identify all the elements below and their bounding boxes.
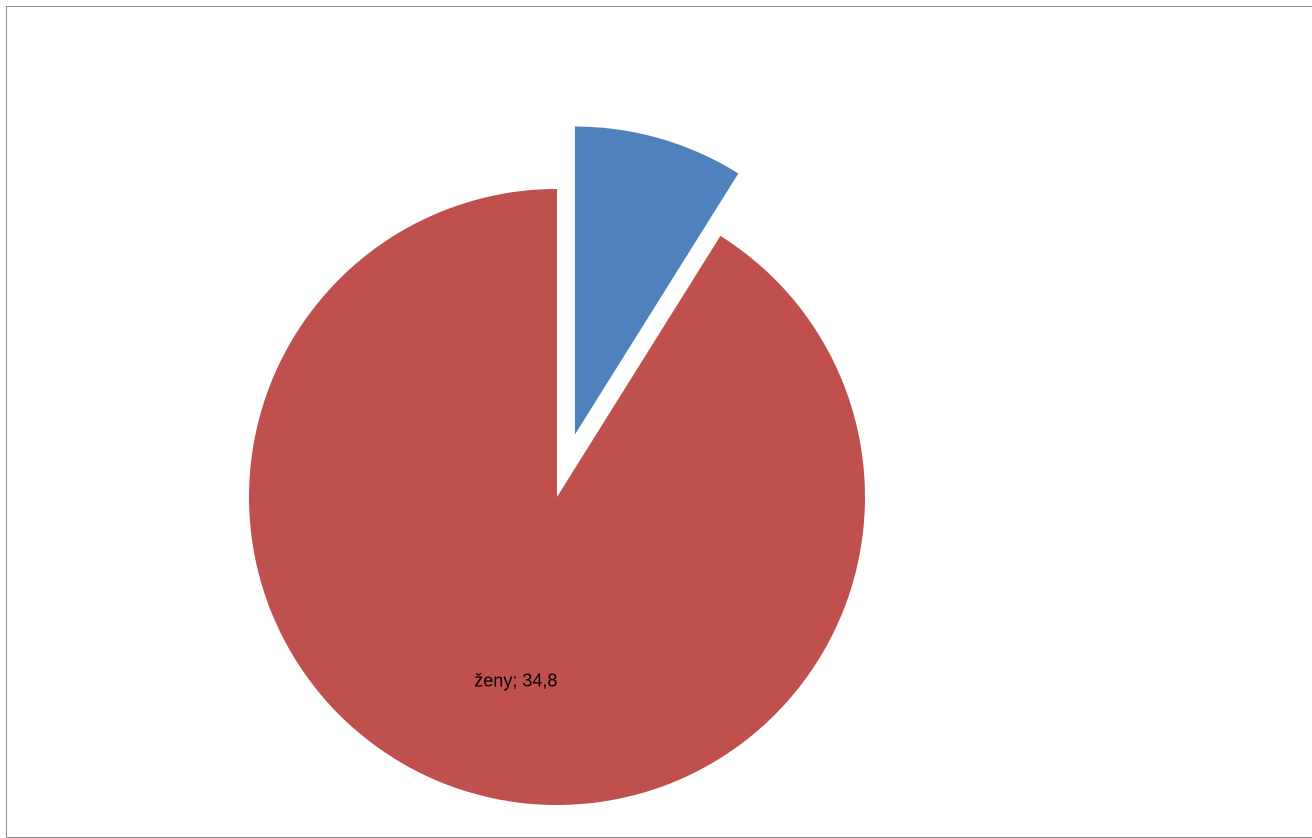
pie-slice-0 (574, 126, 739, 435)
pie-slices (248, 126, 865, 805)
pie-data-labels: ženy; 34,8 (474, 671, 557, 691)
pie-slice-1 (248, 188, 865, 805)
slice-data-label-1: ženy; 34,8 (474, 671, 557, 691)
